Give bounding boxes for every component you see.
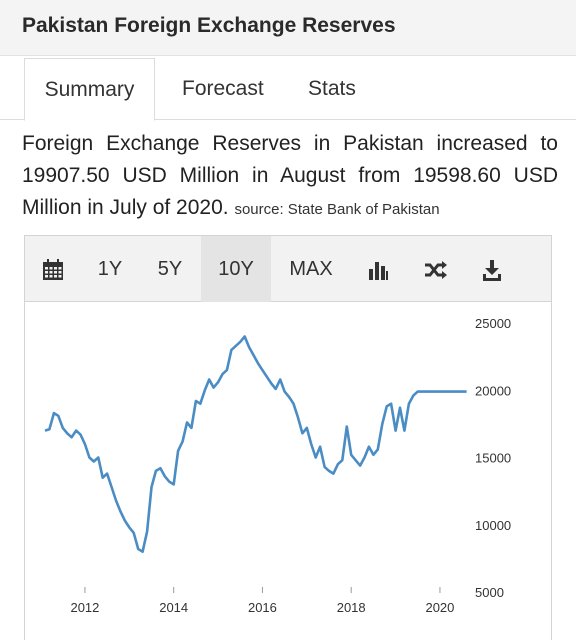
y-tick-label: 5000 — [475, 585, 504, 600]
y-tick-label: 25000 — [475, 316, 511, 331]
source-link[interactable]: source: State Bank of Pakistan — [234, 201, 440, 218]
line-chart: 5000 10000 15000 20000 25000 2012 2014 2016 2018… — [44, 316, 511, 615]
download-icon — [483, 259, 501, 281]
summary-paragraph: Foreign Exchange Reserves in Pakistan in… — [22, 128, 558, 226]
calendar-button[interactable] — [31, 236, 75, 302]
tab-forecast[interactable]: Forecast — [182, 77, 264, 100]
x-tick-label: 2016 — [248, 600, 277, 615]
x-tick-label: 2014 — [159, 600, 188, 615]
x-tick-label: 2018 — [337, 600, 366, 615]
tab-stats[interactable]: Stats — [308, 77, 356, 100]
page-title: Pakistan Foreign Exchange Reserves — [22, 14, 396, 37]
summary-text: Foreign Exchange Reserves in Pakistan in… — [22, 132, 558, 219]
range-max-button[interactable]: MAX — [289, 258, 333, 280]
title-bar: Pakistan Foreign Exchange Reserves — [0, 0, 576, 56]
range-1y-button[interactable]: 1Y — [97, 258, 123, 280]
calendar-icon — [43, 258, 63, 280]
series-line — [44, 335, 467, 553]
y-tick-label: 15000 — [475, 451, 511, 466]
range-5y-button[interactable]: 5Y — [157, 258, 183, 280]
tab-summary[interactable]: Summary — [24, 58, 155, 121]
y-tick-label: 10000 — [475, 518, 511, 533]
x-tick-label: 2012 — [70, 600, 99, 615]
range-10y-button[interactable]: 10Y — [201, 236, 271, 302]
shuffle-icon — [425, 260, 447, 279]
chart-toolbar: 1Y 5Y 10Y MAX — [25, 236, 551, 302]
download-button[interactable] — [471, 236, 513, 302]
bar-chart-icon — [369, 261, 388, 280]
x-tick-label: 2020 — [425, 600, 454, 615]
compare-button[interactable] — [415, 236, 457, 302]
chart-panel: 1Y 5Y 10Y MAX — [24, 235, 552, 640]
chart-type-button[interactable] — [357, 236, 399, 302]
tab-bar: Summary Forecast Stats — [0, 58, 576, 121]
y-tick-label: 20000 — [475, 383, 511, 398]
